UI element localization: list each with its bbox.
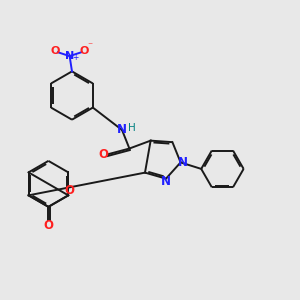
Text: O: O <box>64 184 74 196</box>
Text: +: + <box>72 53 78 62</box>
Text: O: O <box>79 46 88 56</box>
Text: N: N <box>161 175 171 188</box>
Text: N: N <box>65 51 74 61</box>
Text: O: O <box>51 46 60 56</box>
Text: N: N <box>117 124 127 136</box>
Text: O: O <box>98 148 108 161</box>
Text: N: N <box>178 156 188 169</box>
Text: O: O <box>44 219 53 232</box>
Text: ⁻: ⁻ <box>88 41 93 51</box>
Text: H: H <box>128 123 136 133</box>
